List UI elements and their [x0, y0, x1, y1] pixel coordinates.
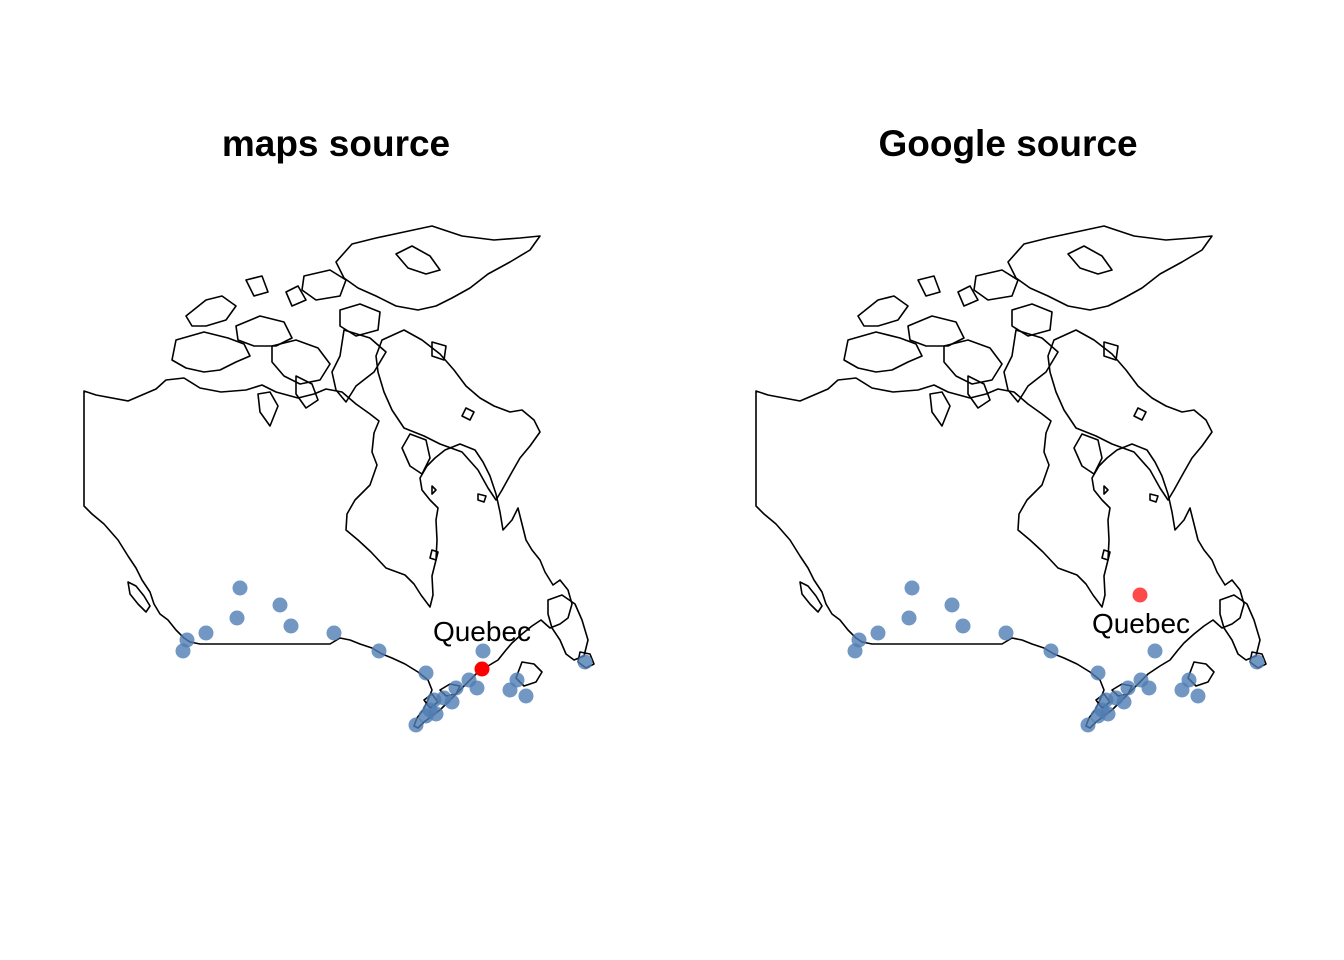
- city-point: [1090, 708, 1106, 724]
- city-point: [198, 625, 214, 641]
- city-point: [847, 643, 863, 659]
- city-points: [847, 580, 1265, 733]
- city-point: [418, 708, 434, 724]
- city-point: [475, 643, 491, 659]
- city-point: [1116, 694, 1132, 710]
- city-point: [408, 717, 424, 733]
- city-point: [232, 580, 248, 596]
- canada-outline: [755, 225, 1267, 729]
- city-point: [870, 625, 886, 641]
- highlight-label: Quebec: [1092, 608, 1190, 639]
- city-point: [901, 610, 917, 626]
- city-point: [444, 694, 460, 710]
- city-point: [1141, 680, 1157, 696]
- city-point: [998, 625, 1014, 641]
- city-point: [272, 597, 288, 613]
- canada-map: Quebec: [83, 225, 595, 733]
- panel-title: Google source: [878, 123, 1138, 164]
- city-point: [175, 643, 191, 659]
- city-point: [1249, 654, 1265, 670]
- panel-google-source: Google source: [672, 0, 1344, 960]
- city-point: [448, 680, 464, 696]
- city-point: [944, 597, 960, 613]
- city-points: [175, 580, 593, 733]
- city-point: [1043, 643, 1059, 659]
- city-point: [577, 654, 593, 670]
- highlight-label: Quebec: [433, 616, 531, 647]
- city-point: [1174, 682, 1190, 698]
- city-point: [1147, 643, 1163, 659]
- city-point: [229, 610, 245, 626]
- highlight-point: [1132, 587, 1148, 603]
- city-point: [502, 682, 518, 698]
- canada-outline: [83, 225, 595, 729]
- city-point: [1090, 665, 1106, 681]
- city-point: [326, 625, 342, 641]
- city-point: [283, 618, 299, 634]
- city-point: [1080, 717, 1096, 733]
- city-point: [1190, 688, 1206, 704]
- city-point: [371, 643, 387, 659]
- city-point: [904, 580, 920, 596]
- highlight-point: [474, 661, 490, 677]
- city-point: [1120, 680, 1136, 696]
- city-point: [469, 680, 485, 696]
- city-point: [955, 618, 971, 634]
- city-point: [418, 665, 434, 681]
- canada-map: Quebec: [755, 225, 1267, 733]
- panel-maps-source: maps source: [83, 123, 595, 733]
- panel-title: maps source: [221, 123, 451, 164]
- city-point: [518, 688, 534, 704]
